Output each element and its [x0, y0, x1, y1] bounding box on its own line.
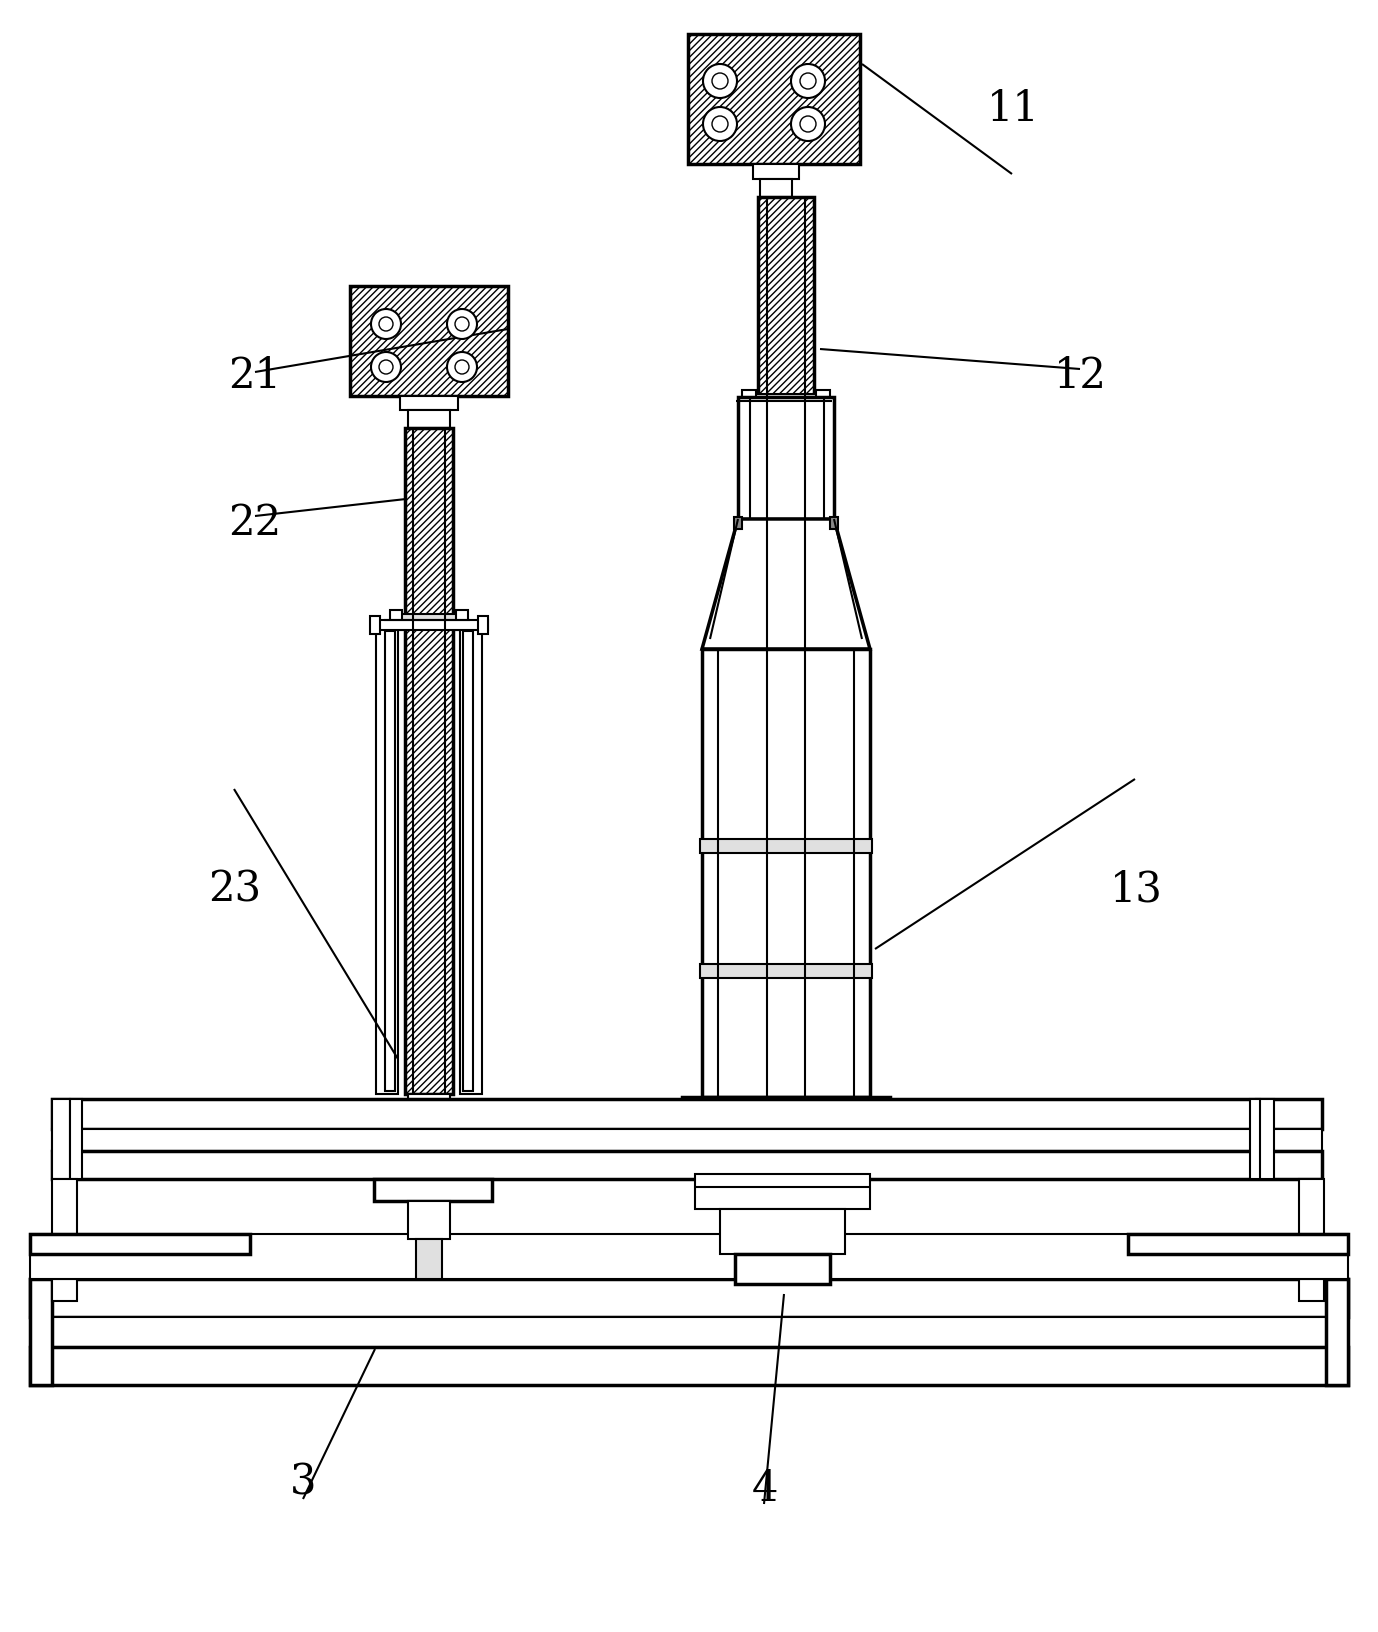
Text: 23: 23: [208, 868, 260, 911]
Circle shape: [446, 310, 477, 339]
Circle shape: [371, 310, 401, 339]
Bar: [752, 165, 799, 180]
Circle shape: [703, 65, 737, 100]
Bar: [30, 1346, 1348, 1386]
Bar: [1299, 1180, 1324, 1279]
Bar: [350, 287, 508, 397]
Text: 4: 4: [751, 1467, 779, 1510]
Text: 22: 22: [229, 501, 281, 543]
Bar: [416, 1239, 442, 1279]
Bar: [748, 395, 824, 406]
Bar: [682, 1097, 890, 1118]
Bar: [373, 1180, 492, 1201]
Bar: [1250, 1100, 1259, 1180]
Bar: [719, 1209, 845, 1255]
Text: 13: 13: [1111, 868, 1163, 911]
Bar: [384, 632, 395, 1092]
Circle shape: [446, 353, 477, 384]
Text: 3: 3: [289, 1461, 317, 1503]
Bar: [373, 620, 488, 630]
Text: 12: 12: [1054, 354, 1107, 397]
Bar: [1299, 1279, 1324, 1301]
Bar: [700, 839, 872, 854]
Circle shape: [801, 73, 816, 90]
Circle shape: [791, 108, 825, 142]
Circle shape: [371, 353, 401, 384]
Bar: [405, 429, 453, 1095]
Bar: [408, 1095, 451, 1149]
Bar: [398, 615, 460, 627]
Bar: [30, 1317, 1348, 1346]
Bar: [416, 1149, 442, 1167]
Bar: [1326, 1279, 1348, 1386]
Bar: [741, 390, 757, 411]
Bar: [739, 398, 834, 519]
Bar: [734, 1255, 830, 1284]
Bar: [52, 1100, 1322, 1129]
Bar: [52, 1129, 1322, 1151]
Bar: [408, 411, 451, 429]
Circle shape: [455, 318, 469, 331]
Circle shape: [379, 361, 393, 375]
Circle shape: [455, 361, 469, 375]
Polygon shape: [701, 519, 870, 650]
Circle shape: [712, 118, 728, 132]
Bar: [463, 632, 473, 1092]
Bar: [758, 197, 814, 1097]
Circle shape: [791, 65, 825, 100]
Bar: [30, 1279, 1348, 1317]
Bar: [30, 1234, 249, 1255]
Bar: [30, 1279, 52, 1386]
Bar: [52, 1100, 70, 1180]
Text: 21: 21: [229, 354, 281, 397]
Bar: [390, 610, 402, 630]
Bar: [30, 1234, 1348, 1279]
Bar: [478, 617, 488, 635]
Circle shape: [379, 318, 393, 331]
Bar: [700, 965, 872, 979]
Circle shape: [801, 118, 816, 132]
Bar: [408, 1201, 451, 1239]
Bar: [1255, 1100, 1275, 1180]
Bar: [52, 1180, 77, 1279]
Bar: [688, 34, 860, 165]
Bar: [371, 617, 380, 635]
Bar: [734, 517, 741, 530]
Bar: [52, 1151, 1322, 1180]
Bar: [52, 1279, 77, 1301]
Bar: [376, 627, 398, 1095]
Bar: [701, 650, 870, 1097]
Bar: [70, 1100, 83, 1180]
Bar: [400, 397, 457, 411]
Bar: [460, 627, 482, 1095]
Bar: [456, 610, 469, 630]
Bar: [695, 1175, 870, 1209]
Bar: [816, 390, 830, 411]
Bar: [1129, 1234, 1348, 1255]
Circle shape: [703, 108, 737, 142]
Text: 11: 11: [987, 88, 1039, 131]
Circle shape: [712, 73, 728, 90]
Bar: [830, 517, 838, 530]
Bar: [761, 180, 792, 197]
